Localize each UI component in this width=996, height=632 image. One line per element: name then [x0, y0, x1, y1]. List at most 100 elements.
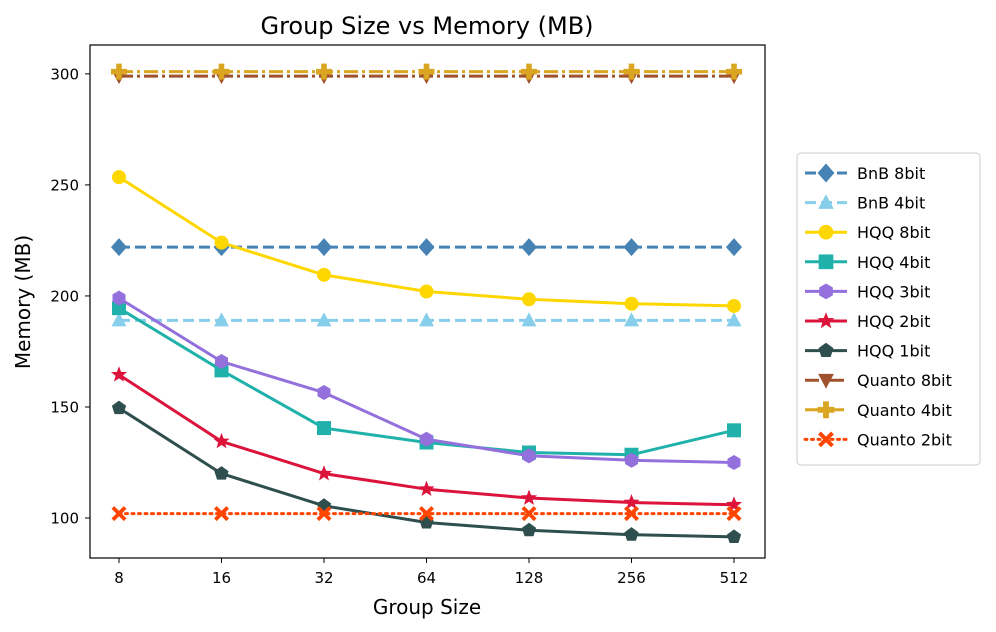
- data-point-hqq-2bit-512: [725, 496, 743, 512]
- data-point-quanto-2bit-16: [214, 506, 229, 522]
- legend-marker-quanto-4bit: [817, 401, 835, 419]
- legend-item-bnb-4bit: BnB 4bit: [805, 194, 925, 213]
- series-bnb-8bit: [111, 238, 742, 257]
- data-point-quanto-4bit-16: [213, 63, 230, 80]
- legend-item-hqq-1bit: HQQ 1bit: [805, 342, 930, 361]
- legend-label-quanto-2bit: Quanto 2bit: [857, 430, 952, 449]
- series-quanto-2bit: [111, 506, 742, 522]
- legend-item-hqq-8bit: HQQ 8bit: [805, 223, 930, 242]
- legend-label-hqq-8bit: HQQ 8bit: [857, 223, 930, 242]
- legend-item-hqq-2bit: HQQ 2bit: [805, 312, 930, 331]
- data-point-hqq-1bit-256: [624, 527, 639, 541]
- legend-item-hqq-4bit: HQQ 4bit: [805, 253, 930, 272]
- x-tick-label: 256: [617, 569, 646, 587]
- legend-label-hqq-1bit: HQQ 1bit: [857, 342, 930, 361]
- data-point-bnb-8bit-256: [623, 238, 640, 257]
- x-tick-label: 512: [720, 569, 749, 587]
- y-tick-label: 150: [50, 398, 79, 416]
- legend-marker-quanto-2bit: [818, 431, 834, 448]
- series-hqq-3bit: [112, 290, 741, 471]
- x-tick-label: 16: [212, 569, 231, 587]
- data-point-hqq-4bit-8: [112, 301, 126, 316]
- data-point-quanto-2bit-64: [419, 506, 434, 522]
- series-quanto-4bit: [111, 63, 742, 80]
- series-hqq-2bit: [110, 366, 743, 512]
- data-point-hqq-8bit-32: [317, 267, 331, 282]
- data-point-hqq-3bit-512: [727, 455, 741, 471]
- data-point-hqq-2bit-32: [315, 465, 333, 481]
- legend-item-quanto-4bit: Quanto 4bit: [805, 401, 952, 420]
- data-point-bnb-8bit-64: [418, 238, 435, 257]
- data-point-hqq-3bit-128: [522, 448, 536, 464]
- data-point-hqq-3bit-32: [317, 385, 331, 401]
- data-point-hqq-3bit-64: [420, 431, 433, 447]
- data-point-hqq-3bit-16: [215, 353, 228, 369]
- data-point-hqq-1bit-512: [726, 529, 742, 543]
- data-point-hqq-3bit-8: [112, 290, 126, 306]
- data-point-quanto-2bit-512: [726, 506, 742, 522]
- data-point-bnb-4bit-128: [521, 312, 537, 327]
- data-point-hqq-8bit-64: [419, 284, 434, 299]
- legend-item-hqq-3bit: HQQ 3bit: [805, 282, 930, 301]
- legend-marker-hqq-4bit: [818, 254, 834, 270]
- data-point-quanto-4bit-256: [623, 63, 640, 80]
- legend-marker-hqq-1bit: [818, 342, 834, 357]
- data-point-bnb-4bit-256: [624, 312, 639, 327]
- legend-marker-hqq-3bit: [819, 283, 833, 300]
- x-tick-label: 64: [417, 569, 436, 587]
- legend-marker-quanto-8bit: [818, 373, 834, 389]
- legend-marker-hqq-8bit: [818, 224, 834, 240]
- legend-item-quanto-8bit: Quanto 8bit: [805, 371, 952, 390]
- data-point-hqq-8bit-128: [522, 292, 536, 307]
- data-point-hqq-8bit-16: [214, 235, 229, 250]
- data-point-quanto-2bit-128: [521, 506, 537, 522]
- data-point-hqq-3bit-256: [625, 452, 638, 468]
- data-point-hqq-2bit-64: [418, 480, 435, 497]
- series-bnb-4bit: [111, 312, 742, 327]
- y-tick-label: 200: [50, 287, 79, 305]
- series-hqq-1bit: [111, 400, 742, 543]
- data-point-hqq-8bit-512: [727, 298, 741, 313]
- data-point-bnb-8bit-8: [111, 238, 127, 257]
- y-tick-label: 250: [50, 176, 79, 194]
- chart-title: Group Size vs Memory (MB): [260, 12, 593, 40]
- data-point-hqq-8bit-256: [624, 296, 639, 311]
- series-hqq-8bit: [112, 170, 741, 313]
- data-point-bnb-4bit-32: [316, 312, 332, 327]
- data-point-hqq-1bit-8: [111, 400, 127, 415]
- legend-label-hqq-4bit: HQQ 4bit: [857, 253, 930, 272]
- data-point-hqq-8bit-8: [112, 170, 126, 185]
- x-tick-label: 32: [314, 569, 333, 587]
- data-point-quanto-2bit-256: [624, 506, 639, 522]
- legend-marker-hqq-2bit: [817, 312, 835, 329]
- legend-marker-bnb-4bit: [818, 194, 834, 209]
- data-point-quanto-2bit-32: [316, 506, 332, 522]
- data-point-quanto-4bit-8: [111, 63, 127, 80]
- data-point-hqq-4bit-32: [317, 421, 331, 436]
- plot-frame: [89, 44, 766, 559]
- legend-label-quanto-8bit: Quanto 8bit: [857, 371, 952, 390]
- legend-item-quanto-2bit: Quanto 2bit: [803, 430, 952, 449]
- legend-label-hqq-2bit: HQQ 2bit: [857, 312, 930, 331]
- data-point-hqq-4bit-512: [727, 423, 741, 438]
- data-point-bnb-4bit-16: [214, 312, 229, 327]
- data-point-hqq-1bit-128: [521, 522, 537, 537]
- x-tick-label: 128: [515, 569, 544, 587]
- legend-label-bnb-4bit: BnB 4bit: [857, 194, 925, 213]
- data-point-hqq-2bit-16: [213, 432, 230, 449]
- data-point-hqq-2bit-128: [520, 489, 538, 505]
- data-point-bnb-4bit-64: [419, 312, 434, 327]
- x-tick-label: 8: [114, 569, 124, 587]
- y-tick-label: 100: [50, 510, 79, 528]
- legend-label-bnb-8bit: BnB 8bit: [857, 164, 925, 183]
- data-point-bnb-4bit-512: [726, 312, 742, 327]
- data-point-hqq-2bit-8: [110, 366, 128, 382]
- data-point-bnb-8bit-128: [521, 238, 537, 257]
- data-point-hqq-2bit-256: [623, 493, 640, 510]
- legend-label-hqq-3bit: HQQ 3bit: [857, 282, 930, 301]
- legend-marker-bnb-8bit: [817, 163, 835, 183]
- data-point-quanto-2bit-8: [111, 506, 127, 522]
- legend-item-bnb-8bit: BnB 8bit: [805, 163, 925, 183]
- x-axis-label: Group Size: [373, 595, 481, 619]
